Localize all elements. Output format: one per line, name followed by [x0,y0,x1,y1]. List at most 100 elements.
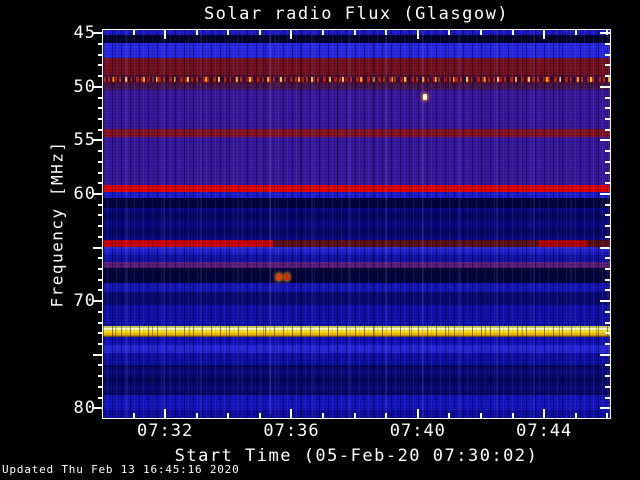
y-axis-tick-right [605,128,610,131]
y-axis-tick-right [600,85,610,88]
x-axis-tick-bottom [322,413,325,418]
chart-title: Solar radio Flux (Glasgow) [203,4,510,24]
y-axis-tick-left [98,375,103,378]
y-tick-label: 55 [73,130,96,151]
y-tick-label: 80 [73,398,96,419]
y-axis-tick-left [98,53,103,56]
x-axis-tick-top [227,30,230,35]
burst-dot [422,93,427,100]
freq-band-segmented [103,240,610,248]
y-axis-tick-right [600,407,610,410]
y-axis-tick-left [93,353,103,356]
y-axis-tick-left [93,300,103,303]
y-axis-tick-left [98,343,103,346]
y-axis-tick-left [98,268,103,271]
x-axis-tick-bottom [574,413,577,418]
x-axis-tick-bottom [164,409,167,418]
freq-band [103,267,610,283]
x-axis-tick-top [322,30,325,35]
x-tick-label: 07:44 [516,421,573,441]
y-axis-tick-right [605,182,610,185]
freq-band [103,255,610,262]
x-axis-tick-top [132,30,135,35]
y-axis-tick-right [605,396,610,399]
y-axis-tick-right [605,75,610,78]
y-axis-tick-left [98,278,103,281]
x-axis-title: Start Time (05-Feb-20 07:30:02) [174,446,539,466]
x-axis-tick-bottom [606,413,609,418]
freq-band [103,282,610,293]
y-axis-tick-right [605,64,610,67]
y-axis-tick-left [98,42,103,45]
freq-band [103,395,610,411]
freq-band-segment [272,240,540,248]
x-axis-tick-bottom [543,409,546,418]
freq-band [103,247,610,256]
x-axis-tick-top [385,30,388,35]
burst-dot [284,274,289,281]
y-axis-tick-left [93,407,103,410]
y-axis-tick-left [98,182,103,185]
x-axis-tick-bottom [416,409,419,418]
freq-band [103,34,610,44]
x-axis-tick-bottom [353,413,356,418]
y-axis-tick-right [605,310,610,313]
y-axis-tick-left [98,257,103,260]
y-tick-label: 60 [73,183,96,204]
freq-band [103,191,610,199]
y-axis-tick-right [605,385,610,388]
freq-band [103,30,610,35]
y-axis-tick-left [98,171,103,174]
freq-band [103,292,610,306]
y-axis-tick-right [605,225,610,228]
y-axis-tick-right [605,214,610,217]
y-axis-tick-right [605,117,610,120]
y-axis-tick-left [98,235,103,238]
y-axis-tick-left [98,310,103,313]
freq-band [103,305,610,327]
y-axis-tick-right [605,203,610,206]
y-axis-tick-left [98,150,103,153]
freq-band [103,336,610,346]
freq-band [103,365,610,396]
y-axis-tick-right [605,321,610,324]
x-tick-label: 07:36 [263,421,320,441]
y-tick-label: 45 [73,23,96,44]
x-tick-label: 07:32 [137,421,194,441]
freq-band [103,352,610,366]
y-axis-tick-right [605,257,610,260]
rfi-dash-row [103,77,610,83]
freq-band [103,90,610,130]
y-axis-tick-left [98,64,103,67]
y-axis-tick-left [93,192,103,195]
x-axis-tick-top [290,30,293,39]
x-axis-tick-bottom [511,413,514,418]
updated-timestamp: Updated Thu Feb 13 16:45:16 2020 [2,463,240,476]
x-axis-tick-bottom [290,409,293,418]
y-axis-tick-left [93,139,103,142]
y-axis-tick-right [605,375,610,378]
y-axis-tick-left [98,225,103,228]
y-axis-tick-left [98,203,103,206]
freq-band-segment [539,240,588,248]
y-axis-tick-right [605,289,610,292]
freq-band [103,137,610,185]
x-axis-tick-bottom [258,413,261,418]
freq-band [103,84,610,91]
y-tick-label: 50 [73,76,96,97]
y-axis-tick-right [605,171,610,174]
y-axis-tick-right [605,278,610,281]
freq-band [103,57,610,75]
freq-band [103,198,610,208]
x-tick-label: 07:40 [389,421,446,441]
y-axis-tick-right [600,139,610,142]
y-axis-tick-right [605,150,610,153]
y-axis-tick-left [98,117,103,120]
y-axis-tick-left [98,96,103,99]
x-axis-tick-top [195,30,198,35]
y-axis-tick-left [98,160,103,163]
y-axis-tick-left [98,385,103,388]
vertical-seam [269,34,271,414]
x-axis-tick-top [353,30,356,35]
burst-dot [276,274,281,281]
